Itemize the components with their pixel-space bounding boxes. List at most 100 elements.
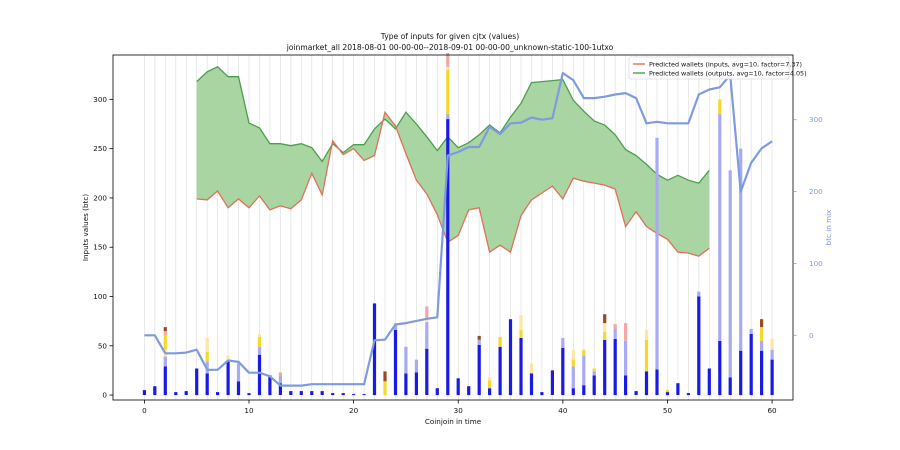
bar-segment: [529, 373, 534, 396]
bar-segment: [571, 359, 575, 367]
bar-segment: [477, 335, 481, 340]
bar-segment: [571, 388, 575, 396]
y-right-tick-label: 300: [809, 115, 823, 124]
bar-segment: [697, 296, 701, 396]
bar-segment: [592, 368, 596, 372]
bar-segment: [393, 325, 398, 330]
bar-segment: [760, 319, 764, 328]
bar-segment: [760, 340, 764, 351]
x-tick-label: 0: [142, 406, 147, 415]
wallet-band-fill: [196, 66, 710, 257]
bar-segment: [488, 380, 492, 389]
y-right-tick-label: 0: [809, 331, 814, 340]
bar-segment: [644, 339, 649, 372]
bar-segment: [613, 324, 617, 329]
bar-segment: [446, 119, 450, 396]
bar-segment: [707, 368, 711, 396]
bar-segment: [310, 391, 314, 395]
bar-segment: [613, 338, 617, 396]
bar-segment: [341, 393, 345, 396]
wallet-outputs-line: [196, 66, 710, 184]
bar-segment: [195, 368, 199, 396]
y-tick-label: 200: [93, 193, 107, 202]
bar-segment: [278, 375, 282, 384]
bar-segment: [467, 386, 471, 396]
bar-segment: [236, 363, 241, 382]
y-right-axis-label: btc in mix: [824, 209, 833, 245]
legend-label: Predicted wallets (inputs, avg=10, facto…: [649, 60, 802, 68]
bar-segment: [446, 53, 450, 67]
bar-segment: [174, 392, 178, 396]
bar-segment: [446, 66, 450, 70]
bar-segment: [613, 329, 617, 339]
x-tick-label: 60: [767, 406, 777, 415]
bar-segment: [718, 99, 722, 115]
bar-segment: [205, 337, 209, 352]
wallet-band: [196, 66, 710, 257]
bar-segment: [603, 323, 607, 332]
bar-segment: [770, 338, 774, 350]
bar-segment: [383, 381, 387, 396]
bar-segment: [488, 377, 492, 381]
bar-segment: [665, 390, 670, 393]
bar-segment: [644, 330, 649, 340]
bar-segment: [582, 349, 586, 356]
legend-box: [628, 56, 790, 80]
x-tick-label: 40: [558, 406, 568, 415]
y-tick-label: 250: [93, 144, 107, 153]
bar-segment: [634, 391, 638, 395]
bar-segment: [540, 392, 544, 396]
bar-segment: [665, 392, 670, 396]
bar-segment: [655, 137, 659, 370]
bar-segment: [278, 372, 282, 376]
bar-segment: [142, 390, 146, 395]
bar-segment: [582, 355, 586, 386]
bar-segment: [372, 303, 377, 396]
btc-in-mix-series: [144, 71, 773, 387]
bar-segment: [163, 334, 167, 350]
bar-segment: [561, 337, 565, 348]
bar-segment: [770, 359, 774, 396]
bar-segment: [498, 336, 502, 347]
bar-segment: [446, 114, 450, 119]
bar-segment: [770, 349, 774, 360]
bar-segment: [257, 336, 262, 347]
bar-segment: [216, 392, 220, 396]
bar-segment: [519, 330, 523, 338]
bar-segment: [624, 375, 628, 396]
y-tick-label: 0: [102, 391, 107, 400]
bar-segment: [749, 334, 753, 396]
bar-segment: [320, 391, 324, 395]
bar-segment: [257, 334, 262, 337]
bar-segment: [205, 373, 209, 396]
bar-segment: [592, 371, 596, 376]
bar-segment: [644, 371, 649, 396]
bar-segment: [425, 318, 429, 323]
bar-segment: [571, 366, 575, 389]
bar-segment: [425, 348, 429, 395]
bar-segment: [676, 383, 680, 395]
bar-segment: [446, 69, 450, 115]
bar-segment: [404, 346, 408, 374]
bar-segment: [508, 319, 513, 396]
wallet-inputs-line: [196, 110, 710, 257]
bar-segment: [718, 114, 722, 341]
bar-segment: [718, 340, 722, 396]
bar-segment: [603, 339, 607, 396]
bar-segment: [236, 381, 241, 396]
y-axis-label: Inputs values (btc): [81, 194, 90, 261]
bar-segment: [299, 391, 303, 395]
bar-segment: [624, 340, 628, 376]
input-bars: [142, 53, 774, 396]
bar-segment: [477, 339, 481, 345]
bar-segment: [582, 385, 586, 396]
x-axis-label: Coinjoin in time: [425, 417, 482, 426]
bar-segment: [153, 386, 157, 396]
bar-segment: [760, 350, 764, 396]
bar-segment: [362, 394, 366, 396]
bar-segment: [278, 383, 282, 395]
bar-segment: [624, 323, 628, 341]
bar-segment: [739, 148, 743, 351]
x-tick-label: 50: [663, 406, 673, 415]
bar-segment: [205, 351, 209, 362]
